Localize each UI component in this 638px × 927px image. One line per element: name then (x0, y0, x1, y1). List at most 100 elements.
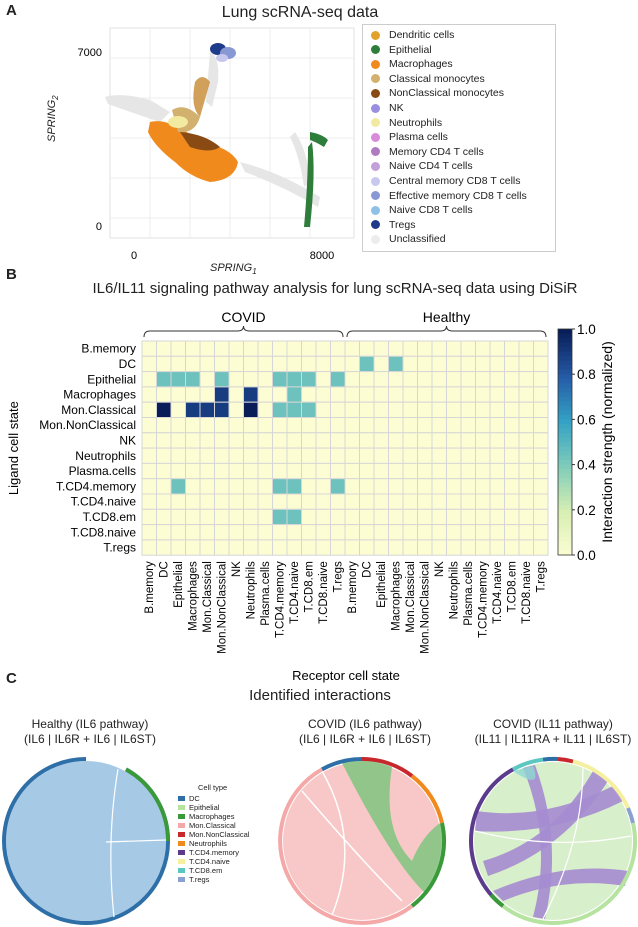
heatmap-cell (388, 478, 404, 495)
heatmap-cell (417, 524, 433, 541)
heatmap-cell (489, 371, 505, 388)
colorbar-segment (558, 514, 572, 520)
heatmap-cell (431, 386, 447, 403)
celltype-legend-item: Neutrophils (178, 839, 249, 848)
scatter-x-label-main: SPRING (210, 262, 253, 274)
colorbar-segment (558, 451, 572, 457)
heatmap-col-label: B.memory (347, 561, 359, 614)
chord-title-covid-il11-line2: (IL11 | IL11RA + IL11 | IL6ST) (474, 732, 632, 746)
heatmap-cell (402, 539, 418, 556)
celltype-legend-item: Macrophages (178, 812, 249, 821)
x-tick-right: 8000 (310, 250, 334, 262)
legend-marker (371, 45, 380, 55)
cluster-unclassified (105, 52, 320, 207)
colorbar-segment (558, 500, 572, 506)
cluster-epithelial (304, 132, 328, 227)
celltype-legend-swatch (178, 841, 185, 846)
heatmap-cell (141, 401, 157, 418)
cluster-tregs (210, 43, 236, 62)
chord-covid-il6-link-white-1 (321, 770, 346, 916)
heatmap-cell (402, 493, 418, 510)
heatmap-row-label: Mon.NonClassical (39, 418, 136, 432)
celltype-legend-swatch (178, 805, 185, 810)
heatmap-cell (156, 355, 172, 373)
chord-healthy-macrophages-arc (125, 767, 170, 842)
heatmap-cell (359, 371, 375, 388)
heatmap-cell (170, 340, 186, 357)
colorbar-segment (558, 432, 572, 438)
heatmap-cell (417, 478, 433, 495)
heatmap-cell (359, 524, 375, 541)
heatmap-row-label: B.memory (81, 342, 136, 356)
heatmap-cell (156, 478, 172, 495)
heatmap-cell (170, 417, 186, 434)
heatmap-cell (272, 371, 288, 388)
legend-item: Central memory CD8 T cells (371, 175, 520, 187)
heatmap-cell (156, 432, 172, 449)
heatmap-cell (257, 539, 273, 556)
heatmap-cell (518, 478, 534, 495)
heatmap-col-label: B.memory (144, 561, 156, 614)
heatmap-cell (315, 417, 331, 434)
heatmap-row-label: NK (119, 433, 136, 447)
heatmap-cell (446, 493, 462, 510)
heatmap-cell (315, 539, 331, 556)
legend-label: Neutrophils (389, 116, 443, 129)
colorbar-segment (558, 392, 572, 398)
chord-covid-il6-monclassical-arc (278, 767, 414, 925)
heatmap-cell (170, 508, 186, 526)
colorbar-segment (558, 545, 572, 551)
heatmap-x-axis-label: Receptor cell state (292, 668, 400, 683)
colorbar-segment (558, 464, 572, 470)
heatmap-col-label: DC (362, 561, 374, 578)
celltype-legend-item: T.CD8.em (178, 866, 249, 875)
heatmap-cell (141, 355, 157, 373)
heatmap-cell (373, 462, 389, 480)
colorbar-segment (558, 405, 572, 411)
heatmap-cell (214, 508, 230, 526)
heatmap-cell (257, 493, 273, 510)
heatmap-cell (373, 432, 389, 449)
heatmap-cell (185, 447, 201, 464)
heatmap-cell (388, 355, 404, 373)
heatmap-cell (185, 493, 201, 510)
cluster-neutrophils (168, 116, 188, 128)
heatmap-col-label: Macrophages (391, 561, 403, 631)
panel-a-title: Lung scRNA-seq data (221, 4, 379, 21)
heatmap-cell (446, 340, 462, 357)
celltype-legend-item: T.CD4.naive (178, 857, 249, 866)
heatmap-cell (460, 340, 476, 357)
heatmap-cell (431, 371, 447, 388)
colorbar-segment (558, 487, 572, 493)
heatmap-cell (301, 539, 317, 556)
chord-covid-il11-link-cd8em (513, 766, 536, 780)
heatmap-cell (489, 508, 505, 526)
legend-label: Plasma cells (389, 131, 448, 144)
heatmap-cell (156, 401, 172, 418)
heatmap-cell (388, 524, 404, 541)
heatmap-col-label: T.regs (536, 561, 548, 593)
heatmap-cell (141, 539, 157, 556)
legend-item: Tregs (371, 219, 415, 231)
heatmap-row-label: Macrophages (63, 388, 136, 402)
colorbar-segment (558, 401, 572, 407)
legend-item: Unclassified (371, 233, 446, 245)
heatmap-col-label: Plasma.cells (260, 561, 272, 626)
legend-label: Effective memory CD8 T cells (389, 189, 527, 202)
heatmap-cell (315, 355, 331, 373)
heatmap-cell (330, 371, 346, 388)
legend-item: Epithelial (371, 44, 432, 56)
heatmap-cell (373, 401, 389, 418)
scatter-grid (110, 28, 354, 238)
heatmap-col-label: DC (159, 561, 171, 578)
heatmap-group-bracket (346, 325, 547, 338)
heatmap-cell (185, 524, 201, 541)
heatmap-cell (533, 401, 549, 418)
legend-item: Macrophages (371, 58, 453, 70)
heatmap-cell (257, 432, 273, 449)
heatmap-cell (518, 355, 534, 373)
heatmap-cell (460, 432, 476, 449)
heatmap-cell (156, 340, 172, 357)
heatmap-cell (460, 371, 476, 388)
heatmap-cell (518, 386, 534, 403)
